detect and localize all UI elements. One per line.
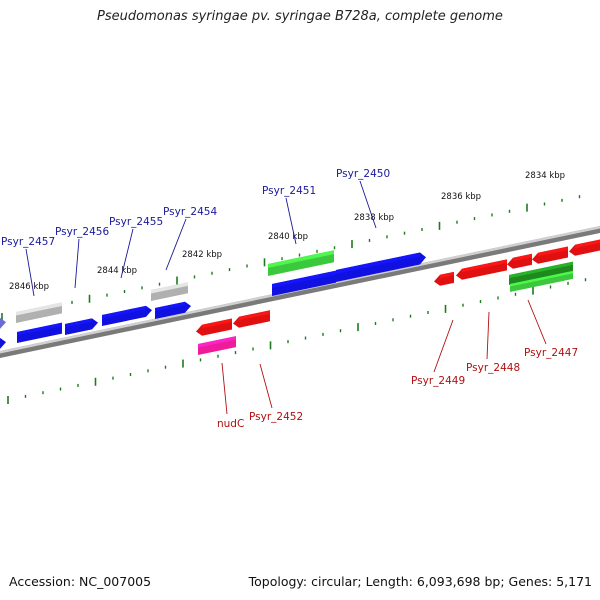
gene-block-psyr-2448 — [456, 259, 507, 280]
ruler-tick-labels: 2846 kbp 2844 kbp 2842 kbp 2840 kbp 2838 kbp… — [9, 171, 565, 292]
gene-block-psyr-2450 — [336, 252, 426, 282]
label-leader-line — [285, 197, 297, 245]
gene-block-psyr-2455 — [102, 305, 152, 326]
gene-label-bottom: nudC — [217, 418, 244, 430]
label-leader-line — [527, 299, 547, 345]
ruler-tick-label: 2844 kbp — [97, 266, 137, 276]
gene-block-psyr-2451-rna — [268, 250, 334, 276]
gene-label-bottom: Psyr_2448 — [466, 362, 520, 374]
gene-block-offscreen-left — [0, 317, 6, 329]
genome-title: Pseudomonas syringae pv. syringae B728a,… — [97, 9, 503, 24]
ruler-tick-label: 2836 kbp — [441, 192, 481, 202]
gene-block-psyr-2447-rna — [509, 261, 573, 285]
gene-features — [0, 239, 600, 355]
gene-block-psyr-2454 — [155, 301, 191, 319]
gene-label-top: Psyr_2454 — [163, 206, 217, 218]
gene-label-top: Psyr_2455 — [109, 216, 163, 228]
gene-block-psyr-2447-rna-2 — [510, 270, 573, 292]
ruler-tick-label: 2840 kbp — [268, 232, 308, 242]
gene-block-psyr-2452 — [198, 336, 236, 355]
gene-block-offscreen-right — [569, 239, 600, 256]
gene-block-psyr-2454-pseudo — [151, 282, 188, 301]
label-leader-line — [165, 218, 187, 271]
gene-block-psyr-2448b — [507, 253, 532, 269]
ruler-tick-label: 2846 kbp — [9, 282, 49, 292]
gene-block-psyr-2456 — [65, 318, 98, 335]
gene-block-psyr-2449 — [434, 271, 454, 286]
gene-block-nudC — [196, 318, 232, 336]
gene-label-top: Psyr_2457 — [1, 236, 55, 248]
label-leader-line — [25, 248, 35, 297]
gene-block-psyr-2457-pseudo — [16, 302, 62, 323]
label-leader-line — [433, 319, 454, 373]
gene-label-bottom: Psyr_2449 — [411, 375, 465, 387]
label-leader-line — [486, 311, 490, 360]
gene-block-psyr-2452-r — [233, 310, 270, 328]
gene-block-psyr-2447 — [532, 246, 568, 264]
ruler-tick-label: 2838 kbp — [354, 213, 394, 223]
gene-label-top: Psyr_2456 — [55, 226, 109, 238]
label-leader-line — [120, 228, 134, 279]
ruler-bottom-ticks — [7, 278, 587, 404]
gene-label-top: Psyr_2451 — [262, 185, 316, 197]
label-leader-line — [359, 180, 377, 229]
gene-block-psyr-2451 — [272, 270, 336, 296]
gene-label-top: Psyr_2450 — [336, 168, 390, 180]
ruler-tick-label: 2834 kbp — [525, 171, 565, 181]
label-leader-line — [74, 238, 80, 289]
gene-label-bottom: Psyr_2452 — [249, 411, 303, 423]
accession-text: Accession: NC_007005 — [9, 574, 152, 589]
gene-block-psyr-2457 — [17, 322, 62, 343]
label-leader-line — [221, 362, 228, 415]
gene-block-offscreen-left-2 — [0, 337, 6, 349]
genome-stats-text: Topology: circular; Length: 6,093,698 bp… — [248, 574, 592, 589]
gene-label-bottom: Psyr_2447 — [524, 347, 578, 359]
label-leaders — [25, 180, 547, 415]
label-leader-line — [259, 363, 273, 409]
ruler-top-ticks — [1, 195, 581, 321]
ruler-tick-label: 2842 kbp — [182, 250, 222, 260]
